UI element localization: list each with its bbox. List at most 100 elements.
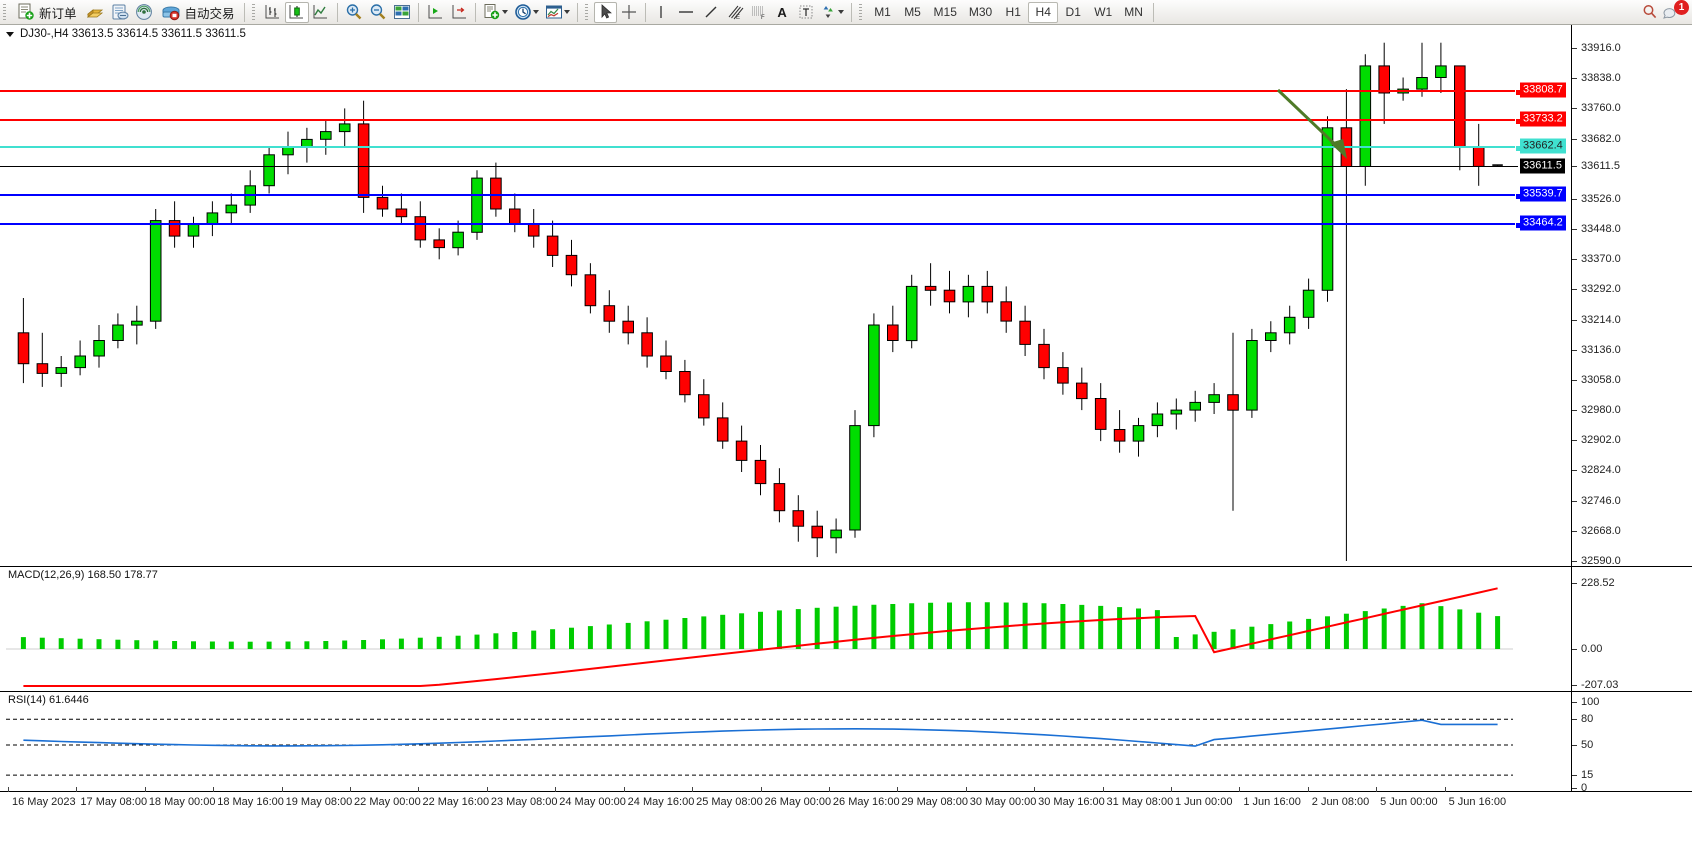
autotrading-button[interactable]: 自动交易 <box>156 2 240 23</box>
toolbar-divider-4 <box>474 2 476 22</box>
toolbar-grip-2[interactable] <box>250 2 258 22</box>
support-line-2[interactable] <box>0 221 1522 229</box>
time-axis[interactable]: 16 May 2023 17 May 08:00 18 May 00:00 18 Ma… <box>0 787 1692 816</box>
chevron-down-icon-chart[interactable] <box>6 31 14 37</box>
chart-canvas-area[interactable]: DJ30-,H4 33613.5 33614.5 33611.5 33611.5… <box>0 25 1692 816</box>
price-axis-tick: 33058.0 <box>1572 374 1621 386</box>
cursor-button[interactable] <box>593 1 617 23</box>
svg-text:E: E <box>736 15 740 21</box>
price-pane[interactable]: DJ30-,H4 33613.5 33614.5 33611.5 33611.5… <box>0 25 1692 567</box>
timeframe-mn[interactable]: MN <box>1124 5 1143 19</box>
chevron-down-icon-templates[interactable] <box>563 10 570 14</box>
time-axis-tick: 31 May 08:00 <box>1106 796 1174 808</box>
fibonacci-icon: F <box>751 6 765 21</box>
channel-button[interactable]: E <box>723 2 747 23</box>
signals-button[interactable] <box>132 2 156 23</box>
new-order-icon <box>18 3 34 20</box>
candlestick-chart-button[interactable] <box>284 1 309 23</box>
text-button[interactable]: A <box>771 2 794 23</box>
auto-scroll-button[interactable] <box>423 2 447 23</box>
chevron-down-icon-indicators[interactable] <box>501 10 508 14</box>
time-axis-divider <box>213 787 215 792</box>
time-axis-tick: 1 Jun 16:00 <box>1243 796 1301 808</box>
signal-icon <box>135 4 152 20</box>
timeframe-m15[interactable]: M15 <box>933 5 957 19</box>
trendline-icon <box>705 6 717 18</box>
timeframe-m1[interactable]: M1 <box>874 5 891 19</box>
vertical-line-button[interactable] <box>650 2 673 23</box>
toolbar-grip-4[interactable] <box>857 2 865 22</box>
resistance-line-2[interactable] <box>0 117 1522 125</box>
price-axis-tick: 32980.0 <box>1572 404 1621 416</box>
time-axis-tick: 23 May 08:00 <box>490 796 558 808</box>
indicators-button[interactable] <box>480 2 511 23</box>
time-axis-tick: 22 May 16:00 <box>422 796 490 808</box>
time-axis-divider <box>828 787 830 792</box>
terminal-button[interactable] <box>108 2 132 23</box>
crosshair-icon <box>621 5 636 19</box>
toolbar-divider-6 <box>644 2 646 22</box>
time-axis-divider <box>8 787 9 792</box>
zoom-in-button[interactable] <box>342 2 366 23</box>
chart-header-text: DJ30-,H4 33613.5 33614.5 33611.5 33611.5 <box>20 28 246 40</box>
support-line-2-price-tag[interactable]: 33464.2 <box>1520 215 1566 231</box>
gold-bar-icon <box>86 9 103 18</box>
fibonacci-button[interactable]: F <box>747 2 771 23</box>
cyan-level-line[interactable] <box>0 145 1522 153</box>
toolbar-divider-1 <box>243 2 245 22</box>
alerts-count-badge: 1 <box>1674 0 1689 15</box>
notification-bell-icon <box>1663 7 1676 19</box>
chevron-down-icon-periods[interactable] <box>532 10 539 14</box>
zoom-out-button[interactable] <box>366 2 390 23</box>
rsi-series <box>6 718 1513 776</box>
arrows-icon <box>823 6 833 18</box>
candlestick-chart-icon <box>289 5 303 19</box>
timeframe-h4[interactable]: H4 <box>1028 1 1059 23</box>
toolbar-grip-3[interactable] <box>583 2 591 22</box>
resistance-line-1-price-tag[interactable]: 33808.7 <box>1520 82 1566 98</box>
macd-pane[interactable]: MACD(12,26,9) 168.50 178.77 228.52 0.00 -2… <box>0 566 1692 692</box>
toolbar-grip-1[interactable] <box>2 2 9 22</box>
bar-chart-button[interactable] <box>261 2 285 23</box>
auto-scroll-icon <box>428 5 442 19</box>
toolbar-divider-5 <box>576 2 578 22</box>
resistance-line-2-price-tag[interactable]: 33733.2 <box>1520 111 1566 127</box>
timeframe-h1[interactable]: H1 <box>1005 5 1021 19</box>
time-axis-tick: 26 May 00:00 <box>764 796 832 808</box>
time-axis-divider <box>1102 787 1104 792</box>
chevron-down-icon-arrows[interactable] <box>837 10 844 14</box>
alerts-button[interactable]: 1 <box>1662 0 1689 23</box>
periods-button[interactable] <box>511 2 542 23</box>
timeframe-w1[interactable]: W1 <box>1094 5 1113 19</box>
timeframe-d1[interactable]: D1 <box>1065 5 1081 19</box>
metaeditor-button[interactable] <box>82 2 108 23</box>
templates-button[interactable] <box>542 2 573 23</box>
price-axis-tick: 33292.0 <box>1572 283 1621 295</box>
time-axis-divider <box>76 787 78 792</box>
support-line-1-price-tag[interactable]: 33539.7 <box>1520 186 1566 202</box>
text-label-button[interactable] <box>794 2 818 23</box>
add-indicator-icon <box>484 4 499 20</box>
timeframe-m5[interactable]: M5 <box>904 5 921 19</box>
chart-header[interactable]: DJ30-,H4 33613.5 33614.5 33611.5 33611.5 <box>6 28 246 40</box>
price-axis-tick: 32902.0 <box>1572 434 1621 446</box>
time-axis-tick: 24 May 00:00 <box>559 796 626 808</box>
current-price-line-price-tag[interactable]: 33611.5 <box>1520 158 1565 174</box>
arrows-button[interactable] <box>818 2 847 23</box>
timeframe-m30[interactable]: M30 <box>968 5 993 19</box>
search-button[interactable] <box>1638 2 1662 23</box>
line-chart-button[interactable] <box>309 2 333 23</box>
data-window-button[interactable] <box>390 2 414 23</box>
cyan-level-line-price-tag[interactable]: 33662.4 <box>1520 138 1566 154</box>
rsi-pane[interactable]: RSI(14) 61.6446 100 80 50 15 0 16 May 2023 17… <box>0 691 1692 816</box>
new-order-button[interactable]: 新订单 <box>12 2 82 23</box>
crosshair-button[interactable] <box>617 2 641 23</box>
time-axis-divider <box>486 787 488 792</box>
bar-chart-icon <box>265 5 279 19</box>
chart-shift-button[interactable] <box>447 2 471 23</box>
current-price-line[interactable] <box>0 165 1518 167</box>
horizontal-line-button[interactable] <box>673 2 699 23</box>
support-line-1[interactable] <box>0 192 1522 200</box>
resistance-line-1[interactable] <box>0 88 1522 96</box>
trendline-button[interactable] <box>699 2 723 23</box>
